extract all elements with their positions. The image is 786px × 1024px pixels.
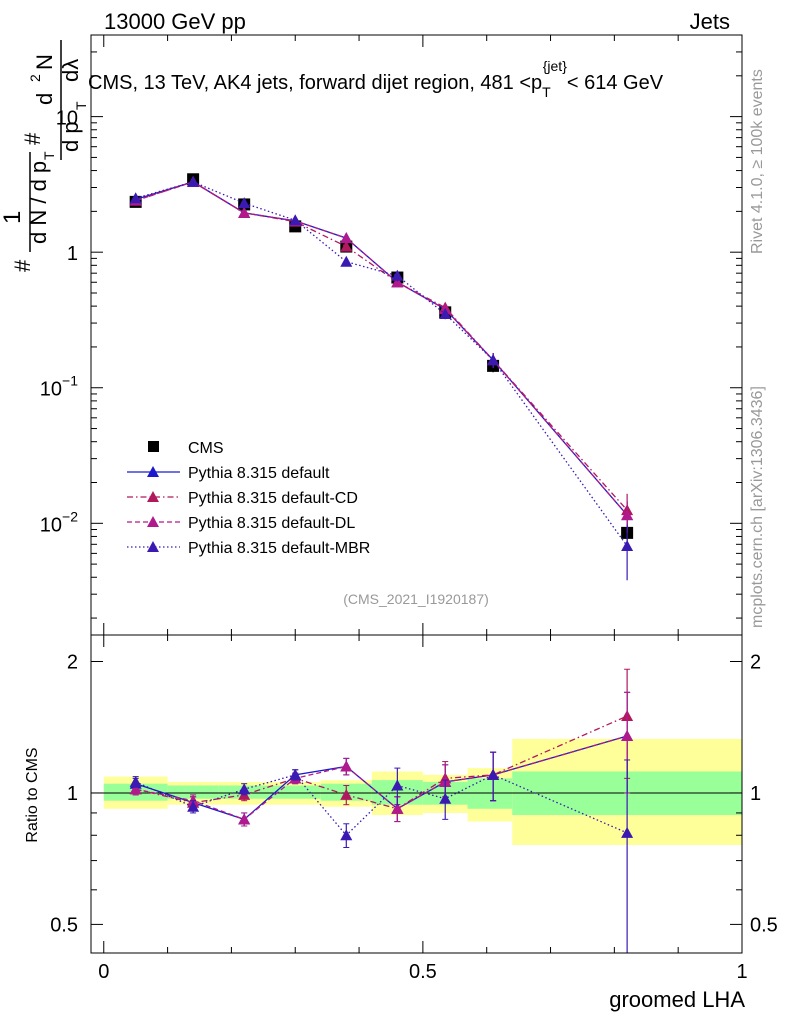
legend-item: Pythia 8.315 default	[127, 465, 330, 482]
ratio-line	[135, 735, 628, 821]
ratio-point	[129, 775, 142, 787]
series-pythia-8-315-default-mbr	[129, 175, 634, 581]
ratio-point	[238, 783, 251, 795]
main-series-layer	[129, 173, 634, 581]
ratio-axes: 0.5 0.5 1 1 2 2 0 0.5 1	[50, 635, 778, 983]
data-point	[340, 240, 353, 252]
ratio-point	[621, 730, 634, 742]
ratio-point	[340, 760, 353, 772]
uncertainty-band-inner	[167, 785, 219, 799]
ratio-point	[487, 768, 500, 780]
rivet-label: Rivet 4.1.0, ≥ 100k events	[749, 69, 766, 254]
legend-marker	[147, 516, 159, 527]
ratio-point	[391, 779, 404, 791]
data-point	[391, 276, 404, 288]
data-point	[187, 175, 200, 187]
svg-text:dλ: dλ	[58, 59, 83, 82]
legend-item: Pythia 8.315 default-CD	[127, 490, 358, 507]
ratio-point	[439, 792, 452, 804]
svg-text:#: #	[20, 132, 45, 145]
data-point	[621, 540, 634, 552]
analysis-watermark: (CMS_2021_I1920187)	[343, 591, 489, 607]
header-group-label: Jets	[690, 9, 730, 34]
legend-label: Pythia 8.315 default	[188, 465, 330, 482]
main-axes: 10−2 10−1 1 10	[40, 34, 743, 635]
legend-marker	[147, 466, 159, 477]
svg-text:T: T	[41, 151, 57, 160]
data-point	[621, 509, 634, 521]
x-tick-label: 0	[98, 961, 109, 983]
data-point	[129, 192, 142, 204]
legend: CMS Pythia 8.315 default Pythia 8.315 defa…	[127, 440, 370, 557]
legend-marker	[147, 491, 159, 502]
ratio-point	[621, 826, 634, 838]
legend-label: Pythia 8.315 default-MBR	[188, 540, 370, 557]
ratio-y-tick-label-right: 2	[750, 652, 761, 674]
series-line	[135, 181, 628, 547]
svg-text:2: 2	[27, 74, 43, 82]
ratio-y-tick-label-right: 0.5	[750, 914, 778, 936]
data-point	[487, 354, 500, 366]
svg-text:d p: d p	[58, 121, 83, 152]
ratio-series-layer	[129, 668, 634, 954]
data-point	[340, 232, 353, 244]
svg-text:N: N	[32, 54, 57, 70]
legend-item: Pythia 8.315 default-MBR	[127, 540, 370, 557]
legend-item: CMS	[148, 440, 224, 457]
ratio-point	[187, 800, 200, 812]
y-tick-label: 10	[56, 108, 78, 130]
header-energy-label: 13000 GeV pp	[104, 9, 246, 34]
data-point	[391, 269, 404, 281]
ratio-bands	[91, 738, 742, 845]
data-point	[238, 206, 251, 218]
ratio-frame	[90, 634, 743, 954]
ratio-point	[238, 813, 251, 825]
ratio-y-tick-label: 1	[67, 783, 78, 805]
data-point	[289, 214, 302, 226]
mcplots-label: mcplots.cern.ch [arXiv:1306.3436]	[749, 386, 766, 628]
svg-text:d N / d p: d N / d p	[26, 161, 51, 244]
ratio-y-tick-label-right: 1	[750, 783, 761, 805]
ratio-point	[129, 783, 142, 795]
data-point	[340, 255, 353, 267]
svg-text:d: d	[32, 93, 57, 105]
ratio-series-pythia-8-315-default-mbr	[129, 751, 634, 954]
svg-text:1: 1	[0, 211, 26, 224]
data-point	[439, 307, 452, 319]
legend-marker	[148, 441, 159, 452]
main-ylabel: # 1 d N / d p T # d 2 N d p T dλ	[0, 40, 89, 272]
ratio-y-tick-label: 2	[67, 652, 78, 674]
legend-label: CMS	[188, 440, 224, 457]
main-title: CMS, 13 TeV, AK4 jets, forward dijet reg…	[88, 58, 664, 100]
data-point	[238, 197, 251, 209]
ratio-point	[340, 788, 353, 800]
y-tick-label: 10−2	[40, 508, 78, 536]
y-tick-label: 10−1	[40, 373, 78, 401]
ratio-y-tick-label: 0.5	[50, 914, 78, 936]
legend-item: Pythia 8.315 default-DL	[127, 515, 355, 532]
series-line	[135, 181, 628, 511]
legend-marker	[147, 541, 159, 552]
svg-text:#: #	[10, 259, 35, 272]
ratio-point	[340, 829, 353, 841]
y-tick-label: 1	[67, 243, 78, 265]
ratio-ylabel: Ratio to CMS	[24, 747, 41, 842]
x-tick-label: 1	[736, 961, 747, 983]
uncertainty-band-inner	[467, 778, 513, 809]
legend-label: Pythia 8.315 default-DL	[188, 515, 355, 532]
ratio-point	[289, 768, 302, 780]
xlabel: groomed LHA	[609, 987, 745, 1012]
svg-text:T: T	[73, 101, 89, 110]
x-tick-label: 0.5	[409, 961, 437, 983]
legend-label: Pythia 8.315 default-CD	[188, 490, 358, 507]
ratio-point	[391, 802, 404, 814]
